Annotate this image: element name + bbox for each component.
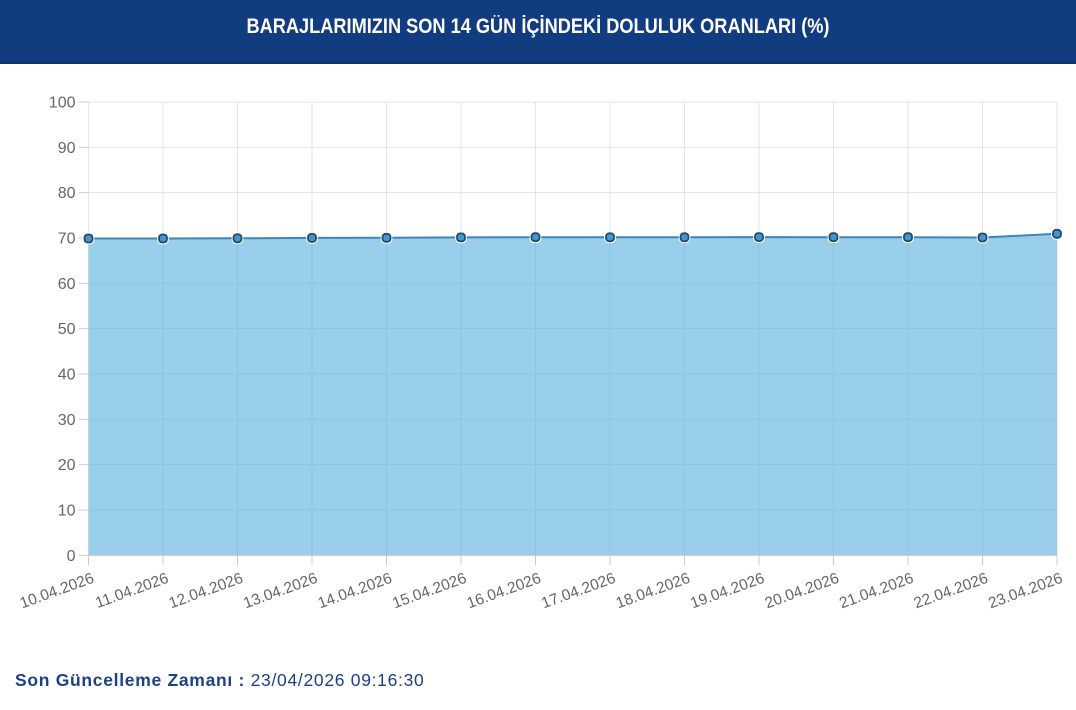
svg-text:30: 30 <box>58 412 76 429</box>
svg-text:16.04.2026: 16.04.2026 <box>465 570 544 613</box>
svg-text:21.04.2026: 21.04.2026 <box>837 570 916 613</box>
svg-text:17.04.2026: 17.04.2026 <box>539 570 618 613</box>
svg-text:80: 80 <box>58 185 76 202</box>
svg-text:100: 100 <box>49 95 76 112</box>
svg-text:18.04.2026: 18.04.2026 <box>614 570 693 613</box>
svg-text:20: 20 <box>58 457 76 474</box>
svg-text:23.04.2026: 23.04.2026 <box>986 570 1065 613</box>
svg-text:15.04.2026: 15.04.2026 <box>390 570 469 613</box>
svg-text:13.04.2026: 13.04.2026 <box>241 570 320 613</box>
svg-text:60: 60 <box>58 276 76 293</box>
svg-text:50: 50 <box>58 321 76 338</box>
svg-text:12.04.2026: 12.04.2026 <box>167 570 246 613</box>
svg-text:10: 10 <box>58 503 76 520</box>
svg-text:22.04.2026: 22.04.2026 <box>912 570 991 613</box>
svg-text:0: 0 <box>67 548 76 565</box>
svg-text:11.04.2026: 11.04.2026 <box>93 570 171 612</box>
svg-text:90: 90 <box>58 140 76 157</box>
svg-text:20.04.2026: 20.04.2026 <box>763 570 842 613</box>
svg-text:10.04.2026: 10.04.2026 <box>18 570 97 613</box>
svg-text:19.04.2026: 19.04.2026 <box>688 570 767 613</box>
svg-text:14.04.2026: 14.04.2026 <box>316 570 395 613</box>
svg-text:40: 40 <box>58 367 76 384</box>
svg-text:70: 70 <box>58 231 76 248</box>
